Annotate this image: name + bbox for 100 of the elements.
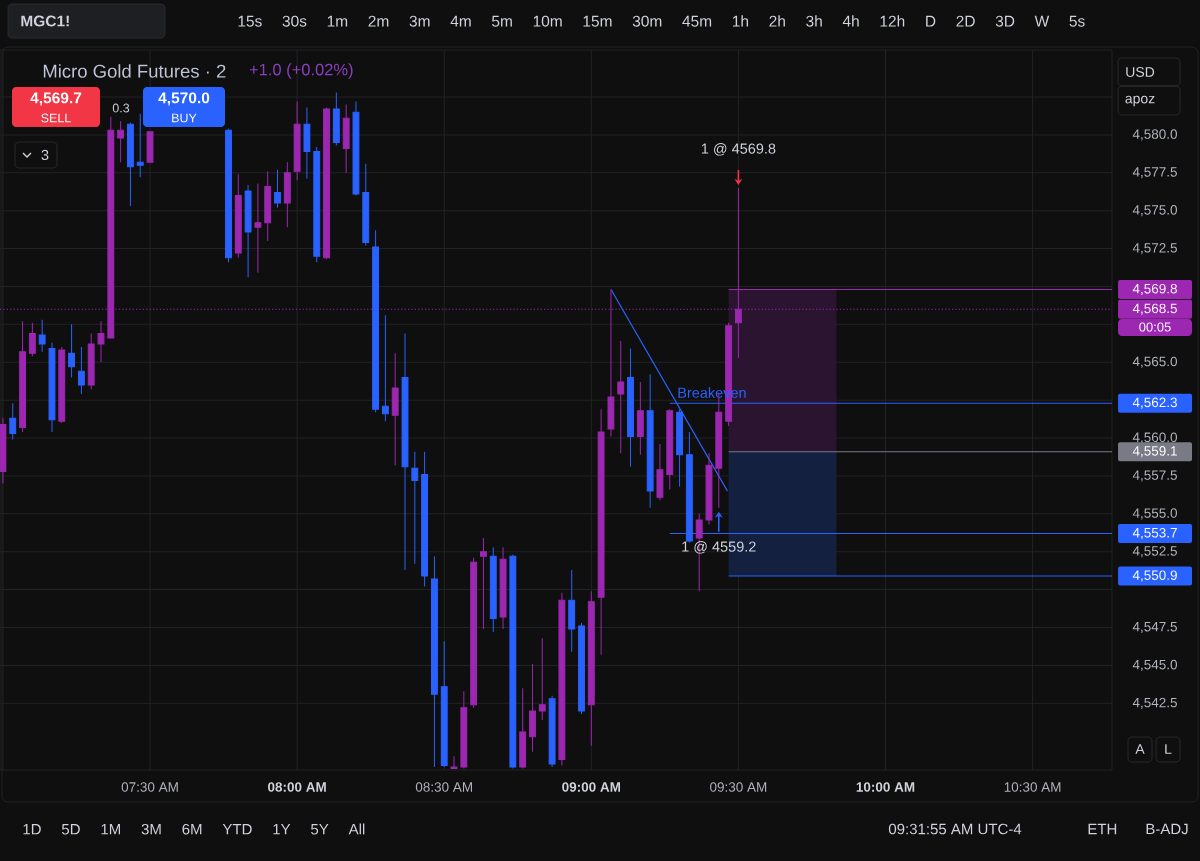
x-tick-label: 10:30 AM — [1004, 782, 1061, 792]
ref-line-label: 4,562.3 — [1132, 397, 1177, 409]
candlestick — [352, 101, 360, 197]
candlestick — [342, 104, 350, 174]
ref-line-label: 4,569.8 — [1132, 283, 1177, 296]
text: 00:05 — [1139, 322, 1171, 332]
ref-line-label: 4,568.5 — [1132, 303, 1177, 315]
text: ETH — [1088, 823, 1117, 835]
candlestick — [303, 107, 311, 180]
y-tick-label: 4,552.5 — [1132, 546, 1177, 558]
text: +1.0 (+0.02%) — [249, 63, 353, 79]
candlestick — [372, 229, 380, 413]
candlestick — [293, 101, 301, 181]
annotation: 1 @ 4569.8 — [701, 143, 776, 156]
text: MGC1! — [21, 15, 69, 27]
candlestick — [0, 417, 7, 485]
candlestick — [656, 443, 664, 501]
candlestick — [254, 182, 262, 274]
y-tick-label: 4,545.0 — [1132, 659, 1178, 671]
text: A — [1135, 744, 1145, 754]
candlestick — [28, 322, 36, 357]
candlestick — [68, 323, 76, 378]
candlestick — [470, 557, 478, 709]
annotation: 0.3 — [112, 103, 130, 113]
candlestick — [617, 340, 625, 454]
candlestick — [450, 755, 458, 769]
text: USD — [1126, 67, 1155, 77]
candlestick — [480, 537, 487, 630]
x-tick-label: 10:00 AM — [856, 782, 915, 792]
text: apoz — [1125, 95, 1155, 107]
x-tick-label: 08:30 AM — [415, 782, 472, 792]
candlestick — [499, 546, 507, 630]
candlestick — [362, 163, 370, 247]
candlestick — [58, 346, 66, 424]
candlestick — [421, 451, 429, 588]
y-tick-label: 4,580.0 — [1132, 129, 1178, 141]
candlestick — [9, 402, 17, 441]
candlestick — [136, 113, 144, 178]
candlestick — [666, 408, 674, 491]
candlestick — [332, 91, 340, 146]
candlestick — [48, 342, 56, 433]
candlestick — [146, 131, 154, 163]
candlestick — [77, 346, 85, 395]
ref-line-label: 4,550.9 — [1132, 570, 1177, 582]
candlestick — [548, 695, 556, 768]
y-tick-label: 4,555.0 — [1132, 508, 1178, 520]
candlestick — [529, 663, 536, 753]
text: 09:31:55 AM UTC-4 — [888, 823, 1022, 835]
ref-line-label: 4,559.1 — [1132, 446, 1177, 458]
annotation: 3 — [41, 149, 49, 161]
y-tick-label: 4,547.5 — [1132, 622, 1177, 634]
candlestick — [578, 622, 585, 715]
candlestick — [313, 146, 321, 263]
candlestick — [323, 107, 330, 260]
candlestick — [38, 319, 46, 353]
candlestick — [117, 120, 125, 163]
candlestick — [636, 381, 644, 456]
candlestick — [646, 373, 654, 509]
candlestick — [97, 320, 105, 363]
candlestick — [264, 170, 272, 242]
annotation: 4,570.0 — [158, 92, 210, 106]
x-tick-label: 09:00 AM — [562, 782, 621, 792]
candlestick — [381, 314, 389, 422]
text: Micro Gold Futures · 2 — [43, 64, 226, 78]
ref-line-label: 4,553.7 — [1132, 527, 1177, 540]
candlestick — [283, 161, 291, 228]
x-tick-label: 09:30 AM — [710, 782, 767, 792]
candlestick — [705, 452, 713, 525]
x-tick-label: 08:00 AM — [268, 782, 326, 792]
candlestick — [627, 348, 634, 468]
candlestick — [234, 173, 242, 259]
candlestick — [519, 687, 527, 769]
candlestick — [440, 640, 448, 768]
candlestick — [558, 592, 566, 766]
candlestick — [607, 288, 615, 438]
y-tick-label: 4,560.0 — [1132, 432, 1178, 444]
x-tick-label: 07:30 AM — [121, 782, 178, 792]
text: B-ADJ — [1146, 823, 1188, 835]
candlestick — [489, 546, 497, 633]
annotation: 4,569.7 — [30, 92, 82, 106]
candlestick — [274, 169, 281, 209]
candlestick — [568, 569, 576, 653]
candlestick — [460, 690, 468, 769]
candlestick — [597, 408, 605, 656]
y-tick-label: 4,575.0 — [1132, 205, 1178, 217]
annotation: BUY — [172, 113, 197, 123]
annotation: SELL — [41, 113, 71, 123]
text: 15s 30s 1m 2m 3m 4m 5m 10m 15m 30m 45m 1h 2h 3h 4h 12h D 2D 3D W 5s — [238, 15, 1085, 27]
y-tick-label: 4,542.5 — [1132, 697, 1177, 709]
candlestick — [676, 408, 684, 488]
candlestick — [509, 554, 517, 769]
annotation: 1 @ 4559.2 — [682, 541, 756, 554]
candlestick — [126, 122, 134, 207]
candlestick — [87, 332, 95, 391]
text: L — [1165, 744, 1172, 754]
y-tick-label: 4,577.5 — [1132, 167, 1177, 179]
candlestick — [411, 451, 419, 565]
y-tick-label: 4,565.0 — [1132, 356, 1178, 368]
candlestick — [538, 637, 546, 721]
candlestick — [244, 184, 252, 278]
